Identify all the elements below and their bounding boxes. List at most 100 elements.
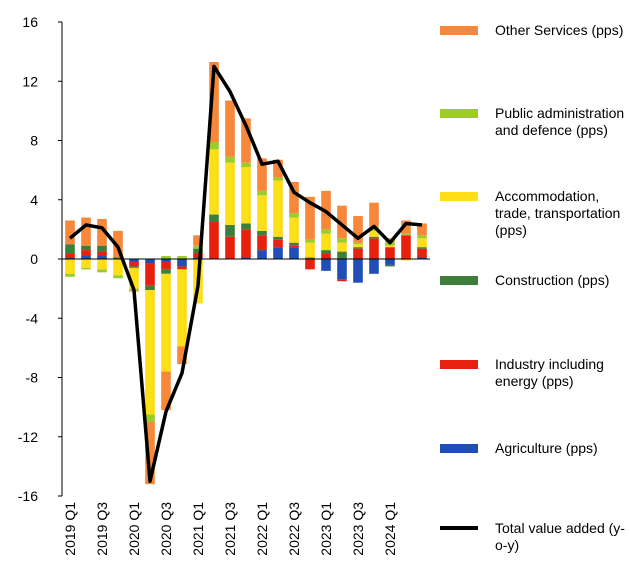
legend-label: Agriculture (pps) [495, 440, 598, 456]
bar-segment [113, 259, 123, 276]
bar-segment [65, 253, 75, 258]
bar-segment [385, 247, 395, 259]
bar-segment [225, 100, 235, 157]
bar-segment [273, 247, 283, 259]
bar-segment [385, 245, 395, 248]
bar-segment [257, 190, 267, 196]
x-tick-label: 2019 Q3 [94, 502, 110, 556]
bar-segment [401, 220, 411, 234]
bar-segment [65, 273, 75, 277]
bar-segment [305, 259, 315, 270]
x-tick-label: 2022 Q3 [286, 502, 302, 556]
legend-label: Accommodation, trade, transportation (pp… [495, 188, 621, 238]
bar-segment [97, 251, 107, 257]
bar-segment [353, 248, 363, 259]
y-tick-label: -16 [18, 488, 38, 504]
bar-segment [353, 242, 363, 245]
bar-segment [81, 259, 91, 268]
bar-segment [209, 221, 219, 259]
bar-segment [161, 259, 171, 262]
bar-segment [417, 235, 427, 239]
bar-segment [401, 235, 411, 259]
bar-segment [257, 250, 267, 259]
bar-segment [417, 257, 427, 259]
bar-segment [417, 247, 427, 249]
bar-segment [401, 233, 411, 236]
legend-label: Other Services (pps) [495, 22, 624, 38]
bar-segment [161, 371, 171, 411]
bar-segment [81, 256, 91, 259]
bar-segment [289, 247, 299, 259]
bar-segment [305, 239, 315, 243]
bar-segment [305, 257, 315, 259]
bar-segment [273, 177, 283, 181]
total-line [68, 64, 423, 483]
bar-segment [385, 259, 395, 265]
bar-segment [97, 259, 107, 270]
bar-segment [225, 224, 235, 237]
x-tick-label: 2019 Q1 [62, 502, 78, 556]
bar-segment [337, 259, 347, 280]
bar-segment [273, 180, 283, 237]
bar-segment [273, 239, 283, 248]
bar-segment [161, 261, 171, 270]
bar-segment [129, 267, 139, 289]
bar-segment [401, 259, 411, 261]
bar-segment [337, 242, 347, 252]
bar-segment [129, 266, 139, 268]
bar-segment [97, 219, 107, 246]
bar-segment [193, 235, 203, 246]
bar-segment [177, 269, 187, 347]
legend-swatch [440, 192, 478, 201]
bar-segment [145, 263, 155, 286]
bar-segment [305, 196, 315, 240]
bar-segment [161, 273, 171, 372]
bar-segment [65, 244, 75, 254]
bar-segment [161, 256, 171, 259]
x-tick-label: 2023 Q1 [318, 502, 334, 556]
legend-label: Construction (pps) [495, 272, 610, 288]
bar-segment [177, 259, 187, 267]
x-tick-label: 2020 Q1 [126, 502, 142, 556]
bar-segment [369, 236, 379, 239]
bar-segment [337, 205, 347, 239]
x-tick-label: 2024 Q1 [382, 502, 398, 556]
y-tick-label: 0 [30, 251, 38, 267]
bar-segment [113, 230, 123, 258]
bar-segment [369, 230, 379, 237]
bar-segment [337, 279, 347, 282]
x-tick-label: 2022 Q1 [254, 502, 270, 556]
bar-segment [177, 266, 187, 270]
bar-segment [369, 259, 379, 274]
y-tick-label: 8 [30, 133, 38, 149]
legend-swatch [440, 444, 478, 453]
bar-segment [305, 242, 315, 258]
y-tick-label: 4 [30, 192, 38, 208]
bar-segment [289, 213, 299, 218]
bar-segment [97, 269, 107, 273]
bar-segment [209, 141, 219, 150]
bar-segment [241, 223, 251, 230]
x-tick-label: 2023 Q3 [350, 502, 366, 556]
bar-segment [225, 236, 235, 259]
bar-segment [177, 256, 187, 259]
bar-segment [273, 159, 283, 178]
bar-segment [369, 202, 379, 227]
bar-segment [113, 275, 123, 279]
bar-segment [289, 245, 299, 248]
bar-segment [289, 181, 299, 214]
bar-segment [385, 264, 395, 267]
bar-segment [257, 195, 267, 231]
bar-segment [337, 238, 347, 243]
bar-segment [177, 346, 187, 365]
bar-segment [145, 414, 155, 422]
bar-segment [113, 257, 123, 259]
bar-segment [321, 233, 331, 251]
bar-segment [321, 259, 331, 271]
bar-segment [193, 253, 203, 258]
bar-segment [81, 245, 91, 251]
legend-label: Industry including energy (pps) [495, 356, 604, 389]
bar-segment [209, 214, 219, 222]
bar-segment [209, 149, 219, 215]
